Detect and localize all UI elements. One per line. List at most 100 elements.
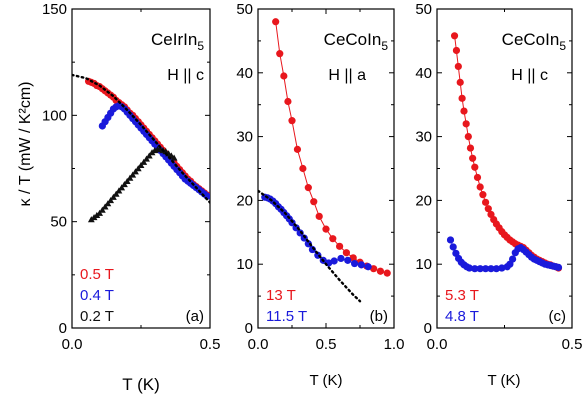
panel-label: (b) [370,308,388,325]
data-point-triangle [126,174,134,181]
legend-label: 0.2 T [80,308,114,325]
data-point [357,261,365,269]
legend-label: 11.5 T [266,308,307,325]
data-point-triangle [118,184,126,191]
data-point [336,242,344,250]
data-point-triangle [112,190,120,197]
data-point [473,173,482,182]
panel-a: 0 50 100 150 0.0 0.5 T (K) CeIrIn5 H || c 0.5 T 0.… [42,1,220,394]
data-area [446,32,563,273]
data-point [304,184,312,192]
x-tick-label: 0.5 [562,336,583,353]
data-point [454,62,462,71]
legend-label: 0.5 T [80,266,114,283]
x-tick-label: 0.0 [427,336,448,353]
data-point [508,255,517,263]
field-direction-label: H || c [167,67,204,84]
y-tick-label: 50 [415,1,432,18]
data-point [471,265,479,273]
x-axis-label: T (K) [122,375,159,394]
y-axis-label: κ / T (mW / K²cm) [17,81,34,206]
y-tick-label: 100 [42,107,67,124]
x-tick-label: 1.0 [384,336,405,353]
data-point [476,265,484,273]
y-tick-label: 10 [415,256,432,273]
y-tick-label: 150 [42,1,67,18]
data-point [456,78,464,86]
y-tick-label: 0 [424,320,432,337]
data-point [476,183,484,191]
data-point [469,154,477,162]
data-point [449,243,457,251]
data-point [364,263,372,271]
legend-label: 0.4 T [80,287,114,304]
panel-label: (a) [186,308,204,325]
data-point [288,117,296,125]
data-point [466,144,475,152]
x-tick-label: 0.5 [200,336,221,353]
data-point [329,235,337,243]
data-point-triangle [123,177,131,184]
data-point-triangle [132,168,139,175]
legend-label: 13 T [266,287,296,304]
y-tick-label: 10 [236,256,253,273]
data-point-triangle [129,171,137,178]
data-point [464,133,472,141]
data-area [258,18,391,303]
field-direction-label: H || c [511,67,548,84]
data-point-triangle [137,161,145,169]
data-point [296,229,304,237]
data-point-triangle [140,158,148,165]
data-point [299,164,307,173]
data-point [458,94,466,102]
data-point [450,32,459,40]
data-point-triangle [101,203,109,210]
data-point [344,256,352,264]
panel-title: CeCoIn5 [324,30,389,53]
y-tick-label: 50 [50,214,67,231]
data-point [554,263,563,271]
data-point [293,145,302,153]
data-point [484,205,492,213]
data-area [72,73,210,223]
y-tick-label: 0 [245,320,253,337]
data-point [284,97,292,106]
data-point [330,257,338,265]
data-point [452,46,461,55]
data-point [310,198,318,206]
y-tick-label: 40 [415,65,432,82]
panel-title: CeIrIn5 [151,30,204,53]
data-point-triangle [96,209,103,216]
data-point-triangle [104,200,112,207]
data-point-triangle [107,197,115,204]
data-point [479,191,487,199]
data-point [370,265,378,273]
data-point [465,264,473,272]
data-point [337,254,345,263]
y-tick-label: 50 [236,1,253,18]
data-point-triangle [110,193,117,200]
data-point [487,265,495,273]
data-point [471,163,479,171]
data-point [446,236,455,244]
data-point-triangle [115,187,123,194]
y-tick-label: 30 [415,129,432,146]
x-axis-label: T (K) [309,372,342,389]
y-tick-label: 20 [415,192,432,209]
x-tick-label: 0.5 [316,336,337,353]
y-tick-label: 30 [236,129,253,146]
data-point [462,120,470,128]
data-point [342,249,350,257]
data-point [492,265,500,273]
data-point [460,107,468,115]
fit-curve-dotted [72,73,210,204]
data-point [272,18,280,26]
fit-curve-dotted [258,189,362,303]
data-point [376,267,384,275]
data-point [383,269,391,277]
data-point-triangle [143,155,150,162]
x-axis-label: T (K) [487,372,520,389]
y-tick-label: 20 [236,192,253,209]
x-tick-label: 0.0 [248,336,269,353]
